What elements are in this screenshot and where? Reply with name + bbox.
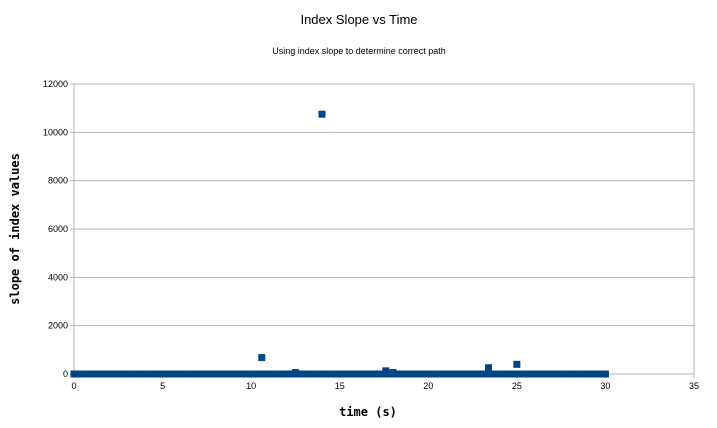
chart-subtitle: Using index slope to determine correct p…: [272, 46, 446, 56]
data-points: [70, 110, 609, 378]
x-tick-label: 5: [160, 381, 165, 391]
y-tick-label: 6000: [48, 224, 68, 234]
y-tick-label: 0: [63, 369, 68, 379]
y-axis-label: slope of index values: [8, 153, 22, 305]
x-tick-label: 20: [423, 381, 433, 391]
y-tick-label: 8000: [48, 176, 68, 186]
grid-lines: [74, 83, 694, 375]
x-tick-label: 25: [512, 381, 522, 391]
data-point: [601, 370, 609, 378]
data-point-outlier: [382, 367, 390, 375]
data-point-outlier: [258, 354, 266, 362]
data-point-outlier: [485, 364, 493, 372]
x-tick-label: 15: [335, 381, 345, 391]
data-point-outlier: [291, 369, 299, 377]
y-tick-label: 12000: [43, 79, 68, 89]
data-point-outlier: [318, 110, 326, 118]
data-point-outlier: [513, 360, 521, 368]
y-tick-label: 4000: [48, 272, 68, 282]
x-tick-label: 0: [71, 381, 76, 391]
y-tick-label: 10000: [43, 127, 68, 137]
y-axis-ticks: 0 2000 4000 6000 8000 10000 12000: [43, 79, 74, 379]
x-tick-label: 10: [246, 381, 256, 391]
x-tick-label: 30: [600, 381, 610, 391]
x-axis-label: time (s): [339, 405, 397, 419]
data-point-outlier: [389, 369, 397, 377]
y-tick-label: 2000: [48, 321, 68, 331]
chart-title: Index Slope vs Time: [300, 12, 417, 27]
x-tick-label: 35: [689, 381, 699, 391]
